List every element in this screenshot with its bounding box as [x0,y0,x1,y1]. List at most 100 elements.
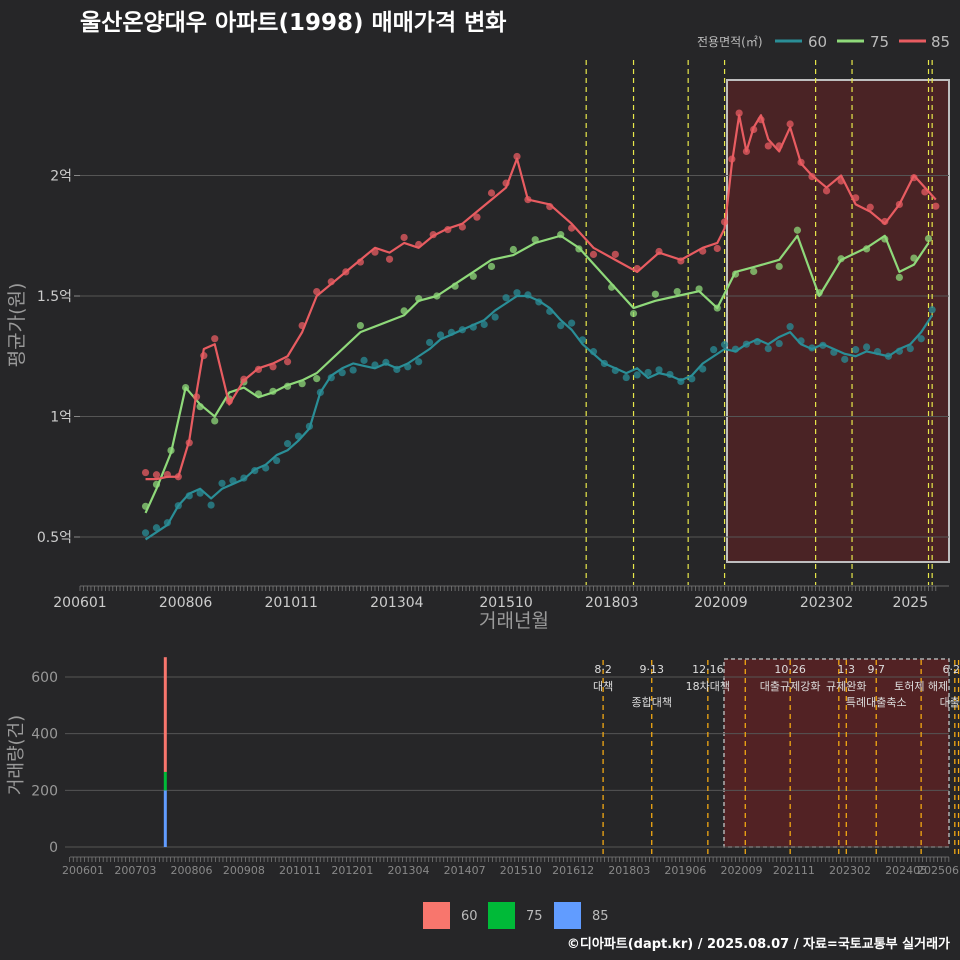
volume-bar-85 [163,790,167,847]
volume-y-tick-label: 600 [31,670,58,686]
volume-legend-swatch-75 [488,902,515,929]
series-85-point [283,358,292,366]
price-x-tick-label: 201803 [585,595,638,611]
price-x-tick-label: 202009 [694,595,747,611]
volume-x-tick-label: 201510 [500,864,542,877]
series-60-point [557,322,565,330]
volume-x-tick-label: 202009 [721,864,763,877]
volume-x-tick-label: 202111 [773,864,815,877]
series-60-point [480,320,488,329]
series-60-point [207,501,215,509]
series-85-point [786,120,794,128]
policy-name-label: 종합대책 [631,696,671,709]
series-60-point [710,346,718,354]
series-60-point [349,366,357,374]
volume-highlight-region [723,658,950,848]
series-85-point [487,189,496,197]
series-60-point [622,373,630,382]
price-y-tick-label: 2억 [50,169,72,185]
volume-x-tick-label: 201407 [444,864,486,877]
chart-title: 울산온양대우 아파트(1998) 매매가격 변화 [80,10,506,36]
policy-date-label: 9·13 [639,663,664,676]
price-x-tick-label: 201510 [479,595,532,611]
highlight-region [726,79,950,563]
series-85-point [822,187,831,195]
volume-x-tick-label: 201612 [552,864,594,877]
series-85-point [735,109,743,117]
series-75-point [793,226,802,234]
volume-x-tick-label: 201803 [608,864,650,877]
series-85-point [473,213,481,221]
series-60-point [852,346,860,354]
series-60-point [841,355,849,363]
series-60-point [906,345,914,353]
policy-name-label: 대출규 [940,696,960,709]
policy-name-label: 18차대책 [686,680,730,693]
series-85-point [513,152,521,161]
series-75-point [629,309,638,318]
series-60-line [144,294,934,541]
series-75-point [750,267,758,276]
series-75-point [211,417,219,425]
volume-x-tick-label: 200806 [171,864,213,877]
series-85-point [932,202,940,210]
price-grid: 0.5억 1억 1.5억 2억 [37,169,949,546]
series-60-point [644,368,652,377]
series-75-point [313,375,321,383]
legend-label-60: 60 [808,33,827,51]
series-60-point [502,294,510,302]
series-60-point [360,356,368,364]
series-60-point [338,369,346,377]
series-60-point [633,371,641,379]
series-60-point [764,345,772,353]
volume-x-tick-label: 201011 [279,864,321,877]
volume-legend-label-75: 75 [526,909,543,924]
series-60-point [568,319,576,327]
policy-date-label: 6·27 [943,663,960,676]
volume-y-axis-label: 거래량(건) [6,715,27,795]
volume-y-tick-label: 400 [31,727,58,743]
series-60-point [863,343,871,351]
price-x-tick-label: 202302 [800,595,853,611]
series-60-point [436,331,445,339]
policy-date-label: 1·3 [838,663,856,676]
legend-label-75: 75 [870,33,889,51]
price-x-tick-label: 200601 [53,595,106,611]
series-60-point [415,358,423,366]
volume-legend-label-60: 60 [461,909,478,924]
policy-date-label: 10·26 [774,663,806,676]
series-60-point [928,306,936,314]
volume-y-tick-label: 200 [31,783,58,799]
series-60-point [491,313,499,321]
volume-legend-label-85: 85 [592,909,609,924]
series-60-point [775,339,783,348]
volume-x-tick-label: 201906 [664,864,706,877]
volume-y-tick-label: 0 [49,840,58,856]
volume-legend-swatch-60 [423,902,450,929]
legend-label-85: 85 [931,33,950,51]
series-85-point [764,142,772,150]
price-x-axis-label: 거래년월 [479,610,549,632]
series-60-point [917,335,925,343]
series-60-point [513,289,521,297]
series-60-point [283,440,292,448]
volume-legend-swatch-85 [554,902,581,929]
series-75-point [895,273,903,281]
volume-x-tick-label: 202506 [917,864,959,877]
series-75-point [487,262,496,271]
series-60-point [218,479,226,487]
volume-policy-lines: 8·2 대책 9·13 종합대책 12·16 18차대책 10·26 대출규제강화 1·3 규제완… [593,660,960,858]
volume-x-tick-label: 201201 [331,864,373,877]
policy-date-label: 9·7 [867,663,885,676]
volume-x-tick-label: 201304 [388,864,430,877]
series-75-point [651,290,659,298]
series-85-point [611,250,619,258]
series-75-point [509,245,517,254]
series-85-point [713,244,721,253]
volume-x-axis: 200601 200703 200806 200908 201011 201201 2013… [62,856,959,877]
legend-title: 전용면적(㎡) [697,35,763,49]
policy-date-label: 12·16 [692,663,724,676]
price-x-tick-label: 201304 [370,595,424,611]
series-85-point [400,233,408,242]
